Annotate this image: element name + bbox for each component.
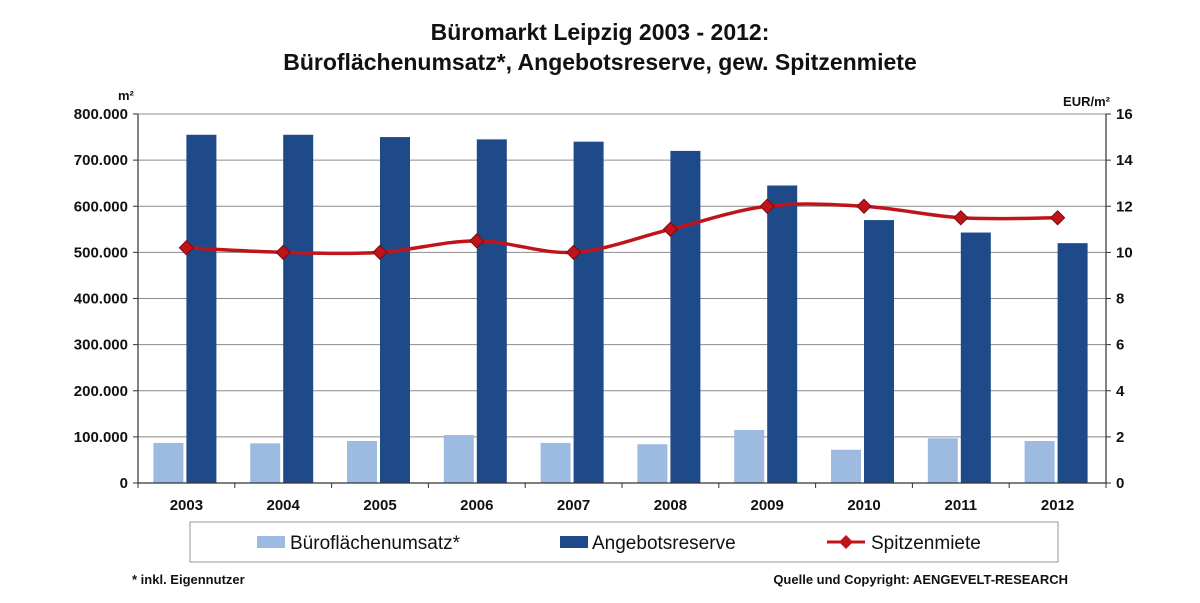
marker-spitzenmiete	[275, 244, 291, 261]
right-tick-label: 2	[1116, 429, 1124, 446]
marker-spitzenmiete	[759, 198, 775, 214]
line-spitzenmiete	[186, 202, 1058, 256]
right-tick-label: 4	[1116, 383, 1125, 400]
right-tick-label: 14	[1116, 152, 1133, 169]
bar-angebotsreserve	[670, 150, 701, 483]
right-tick-label: 8	[1116, 291, 1124, 308]
x-tick-label: 2011	[945, 497, 978, 514]
right-tick-label: 12	[1116, 198, 1133, 215]
left-axis-unit: m²	[118, 88, 135, 103]
bar-bueroflaechenumsatz	[250, 443, 281, 483]
left-tick-label: 400.000	[74, 291, 128, 308]
line-series	[178, 198, 1066, 261]
bar-angebotsreserve	[380, 137, 410, 483]
marker-spitzenmiete	[372, 244, 388, 261]
bar-bueroflaechenumsatz	[443, 435, 474, 483]
x-tick-label: 2003	[170, 497, 203, 514]
bar-bueroflaechenumsatz	[927, 438, 958, 483]
bar-angebotsreserve	[573, 141, 604, 484]
legend-swatch-bueroflaechenumsatz	[257, 536, 285, 548]
x-axis-ticks: 2003 2004 2005 2006 2007 2008 2009 2010 2011 2012	[137, 483, 1107, 514]
bar-angebotsreserve	[476, 139, 507, 483]
right-axis-ticks: 0 2 4 6 8 10 12 14 16	[1106, 106, 1133, 492]
left-axis-ticks: 0 100.000 200.000 300.000 400.000 500.000 600.…	[74, 106, 138, 492]
left-tick-label: 300.000	[74, 337, 128, 354]
legend-label-spitzenmiete: Spitzenmiete	[871, 533, 981, 554]
footnote: * inkl. Eigennutzer	[132, 572, 245, 587]
left-tick-label: 600.000	[74, 198, 128, 215]
x-tick-label: 2012	[1041, 497, 1074, 514]
right-tick-label: 0	[1116, 475, 1124, 492]
marker-spitzenmiete	[565, 244, 582, 261]
bar-bueroflaechenumsatz	[347, 441, 377, 483]
legend-label-bueroflaechenumsatz: Büroflächenumsatz*	[290, 533, 461, 554]
x-tick-label: 2004	[267, 497, 301, 514]
x-tick-label: 2007	[557, 497, 590, 514]
right-tick-label: 6	[1116, 337, 1124, 354]
right-axis-unit: EUR/m²	[1063, 94, 1111, 109]
bar-bueroflaechenumsatz	[153, 442, 184, 483]
legend-swatch-angebotsreserve	[560, 536, 588, 548]
marker-spitzenmiete	[953, 210, 969, 226]
left-tick-label: 100.000	[74, 429, 128, 446]
left-tick-label: 200.000	[74, 383, 128, 400]
legend-label-angebotsreserve: Angebotsreserve	[592, 533, 736, 554]
x-tick-label: 2008	[654, 497, 687, 514]
bar-bueroflaechenumsatz	[831, 449, 861, 483]
source-note: Quelle und Copyright: AENGEVELT-RESEARCH	[773, 572, 1068, 587]
right-tick-label: 16	[1116, 106, 1133, 123]
bar-angebotsreserve	[186, 134, 217, 483]
marker-spitzenmiete	[856, 198, 872, 214]
marker-spitzenmiete	[469, 233, 485, 249]
bar-angebotsreserve	[1057, 243, 1088, 483]
left-tick-label: 500.000	[74, 244, 128, 261]
bar-bueroflaechenumsatz	[1024, 441, 1055, 483]
bar-angebotsreserve	[864, 220, 894, 483]
x-tick-label: 2010	[847, 497, 880, 514]
bar-bueroflaechenumsatz	[637, 444, 668, 483]
bars	[153, 134, 1088, 484]
left-tick-label: 0	[120, 475, 128, 492]
bar-angebotsreserve	[767, 185, 798, 483]
bar-angebotsreserve	[283, 134, 314, 483]
chart-title-line1: Büromarkt Leipzig 2003 - 2012:	[431, 19, 770, 45]
bar-bueroflaechenumsatz	[540, 442, 571, 483]
bar-bueroflaechenumsatz	[734, 429, 765, 483]
left-tick-label: 800.000	[74, 106, 128, 123]
x-tick-label: 2009	[751, 497, 784, 514]
x-tick-label: 2006	[460, 497, 493, 514]
left-tick-label: 700.000	[74, 152, 128, 169]
right-tick-label: 10	[1116, 244, 1133, 261]
legend: Büroflächenumsatz* Angebotsreserve Spitz…	[189, 521, 1059, 563]
bar-angebotsreserve	[960, 232, 991, 483]
marker-spitzenmiete	[1049, 210, 1066, 226]
marker-spitzenmiete	[178, 240, 195, 256]
marker-spitzenmiete	[662, 221, 679, 238]
x-tick-label: 2005	[363, 497, 396, 514]
legend-frame	[189, 521, 1059, 563]
chart-title-line2: Büroflächenumsatz*, Angebotsreserve, gew…	[283, 49, 917, 75]
legend-marker-spitzenmiete	[839, 535, 853, 549]
